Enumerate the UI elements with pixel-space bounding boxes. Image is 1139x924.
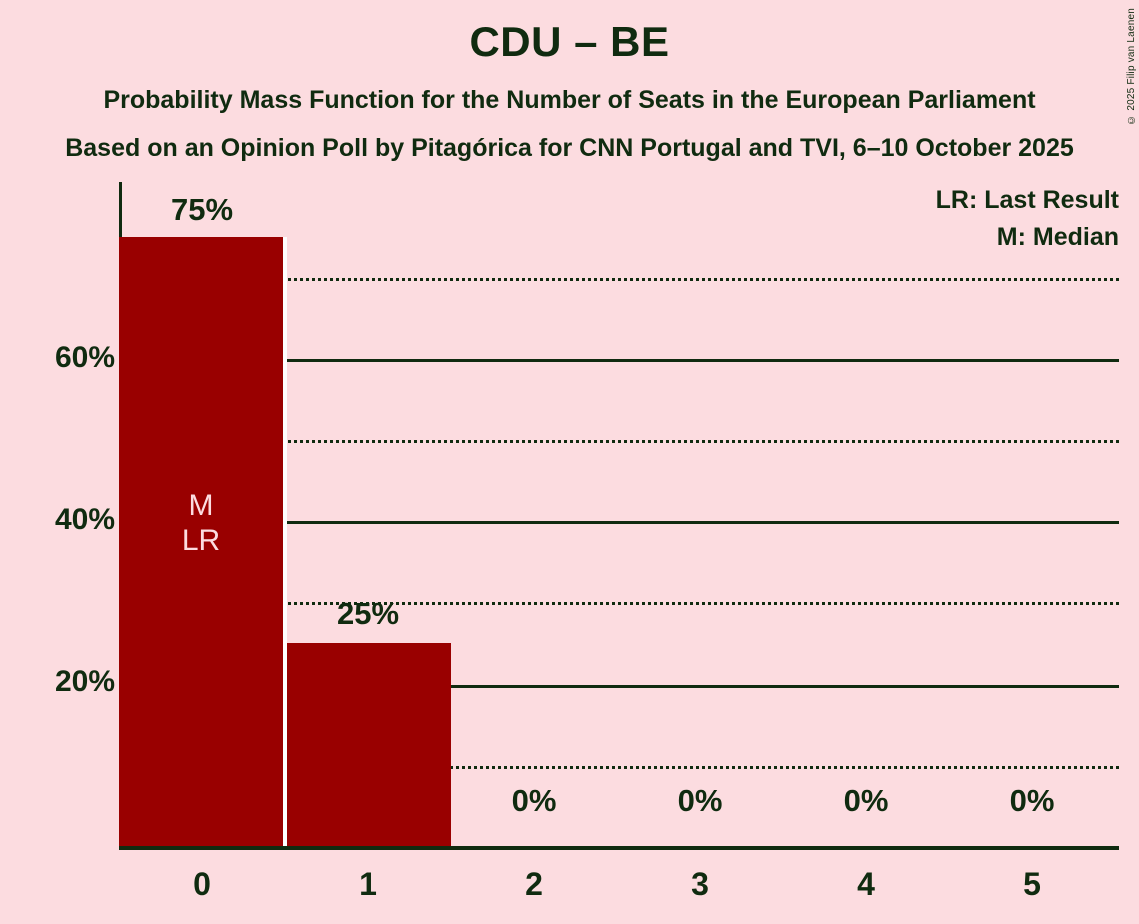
gridline-40	[119, 521, 1119, 524]
bar-1[interactable]	[285, 643, 451, 846]
bar-value-label-0: 75%	[170, 192, 234, 227]
bar-marker-median-lastresult: M LR	[119, 488, 283, 559]
bar-value-label-2: 0%	[511, 783, 557, 818]
gridline-30	[119, 602, 1119, 605]
bar-value-label-3: 0%	[677, 783, 723, 818]
chart-source-subtitle: Based on an Opinion Poll by Pitagórica f…	[65, 134, 1074, 162]
bar-0[interactable]	[119, 237, 285, 846]
bar-value-label-1: 25%	[336, 596, 400, 631]
y-tick-label-20: 20%	[54, 665, 115, 698]
median-marker-label: M	[188, 489, 214, 522]
x-tick-label-0: 0	[193, 866, 211, 902]
bar-value-label-5: 0%	[1009, 783, 1055, 818]
x-axis-line	[119, 846, 1119, 850]
chart-title: CDU – BE	[469, 18, 670, 65]
bar-separator	[283, 237, 287, 846]
legend-last-result: LR: Last Result	[935, 186, 1119, 214]
bar-value-label-4: 0%	[843, 783, 889, 818]
y-tick-label-40: 40%	[54, 503, 115, 536]
gridline-10	[119, 766, 1119, 769]
gridline-60	[119, 359, 1119, 362]
gridline-50	[119, 440, 1119, 443]
last-result-marker-label: LR	[181, 524, 221, 558]
x-tick-label-1: 1	[359, 866, 377, 902]
x-tick-label-4: 4	[857, 866, 875, 902]
plot-area: 75% 25% 0% 0% 0% 0% M LR	[119, 182, 1119, 846]
legend-median: M: Median	[996, 223, 1119, 251]
gridline-20	[119, 685, 1119, 688]
x-tick-label-3: 3	[691, 866, 709, 902]
gridline-70	[119, 278, 1119, 281]
copyright-notice: © 2025 Filip van Laenen	[1126, 8, 1137, 125]
y-tick-label-60: 60%	[54, 341, 115, 374]
x-tick-label-5: 5	[1023, 866, 1041, 902]
chart-subtitle: Probability Mass Function for the Number…	[103, 86, 1036, 114]
x-tick-label-2: 2	[525, 866, 543, 902]
